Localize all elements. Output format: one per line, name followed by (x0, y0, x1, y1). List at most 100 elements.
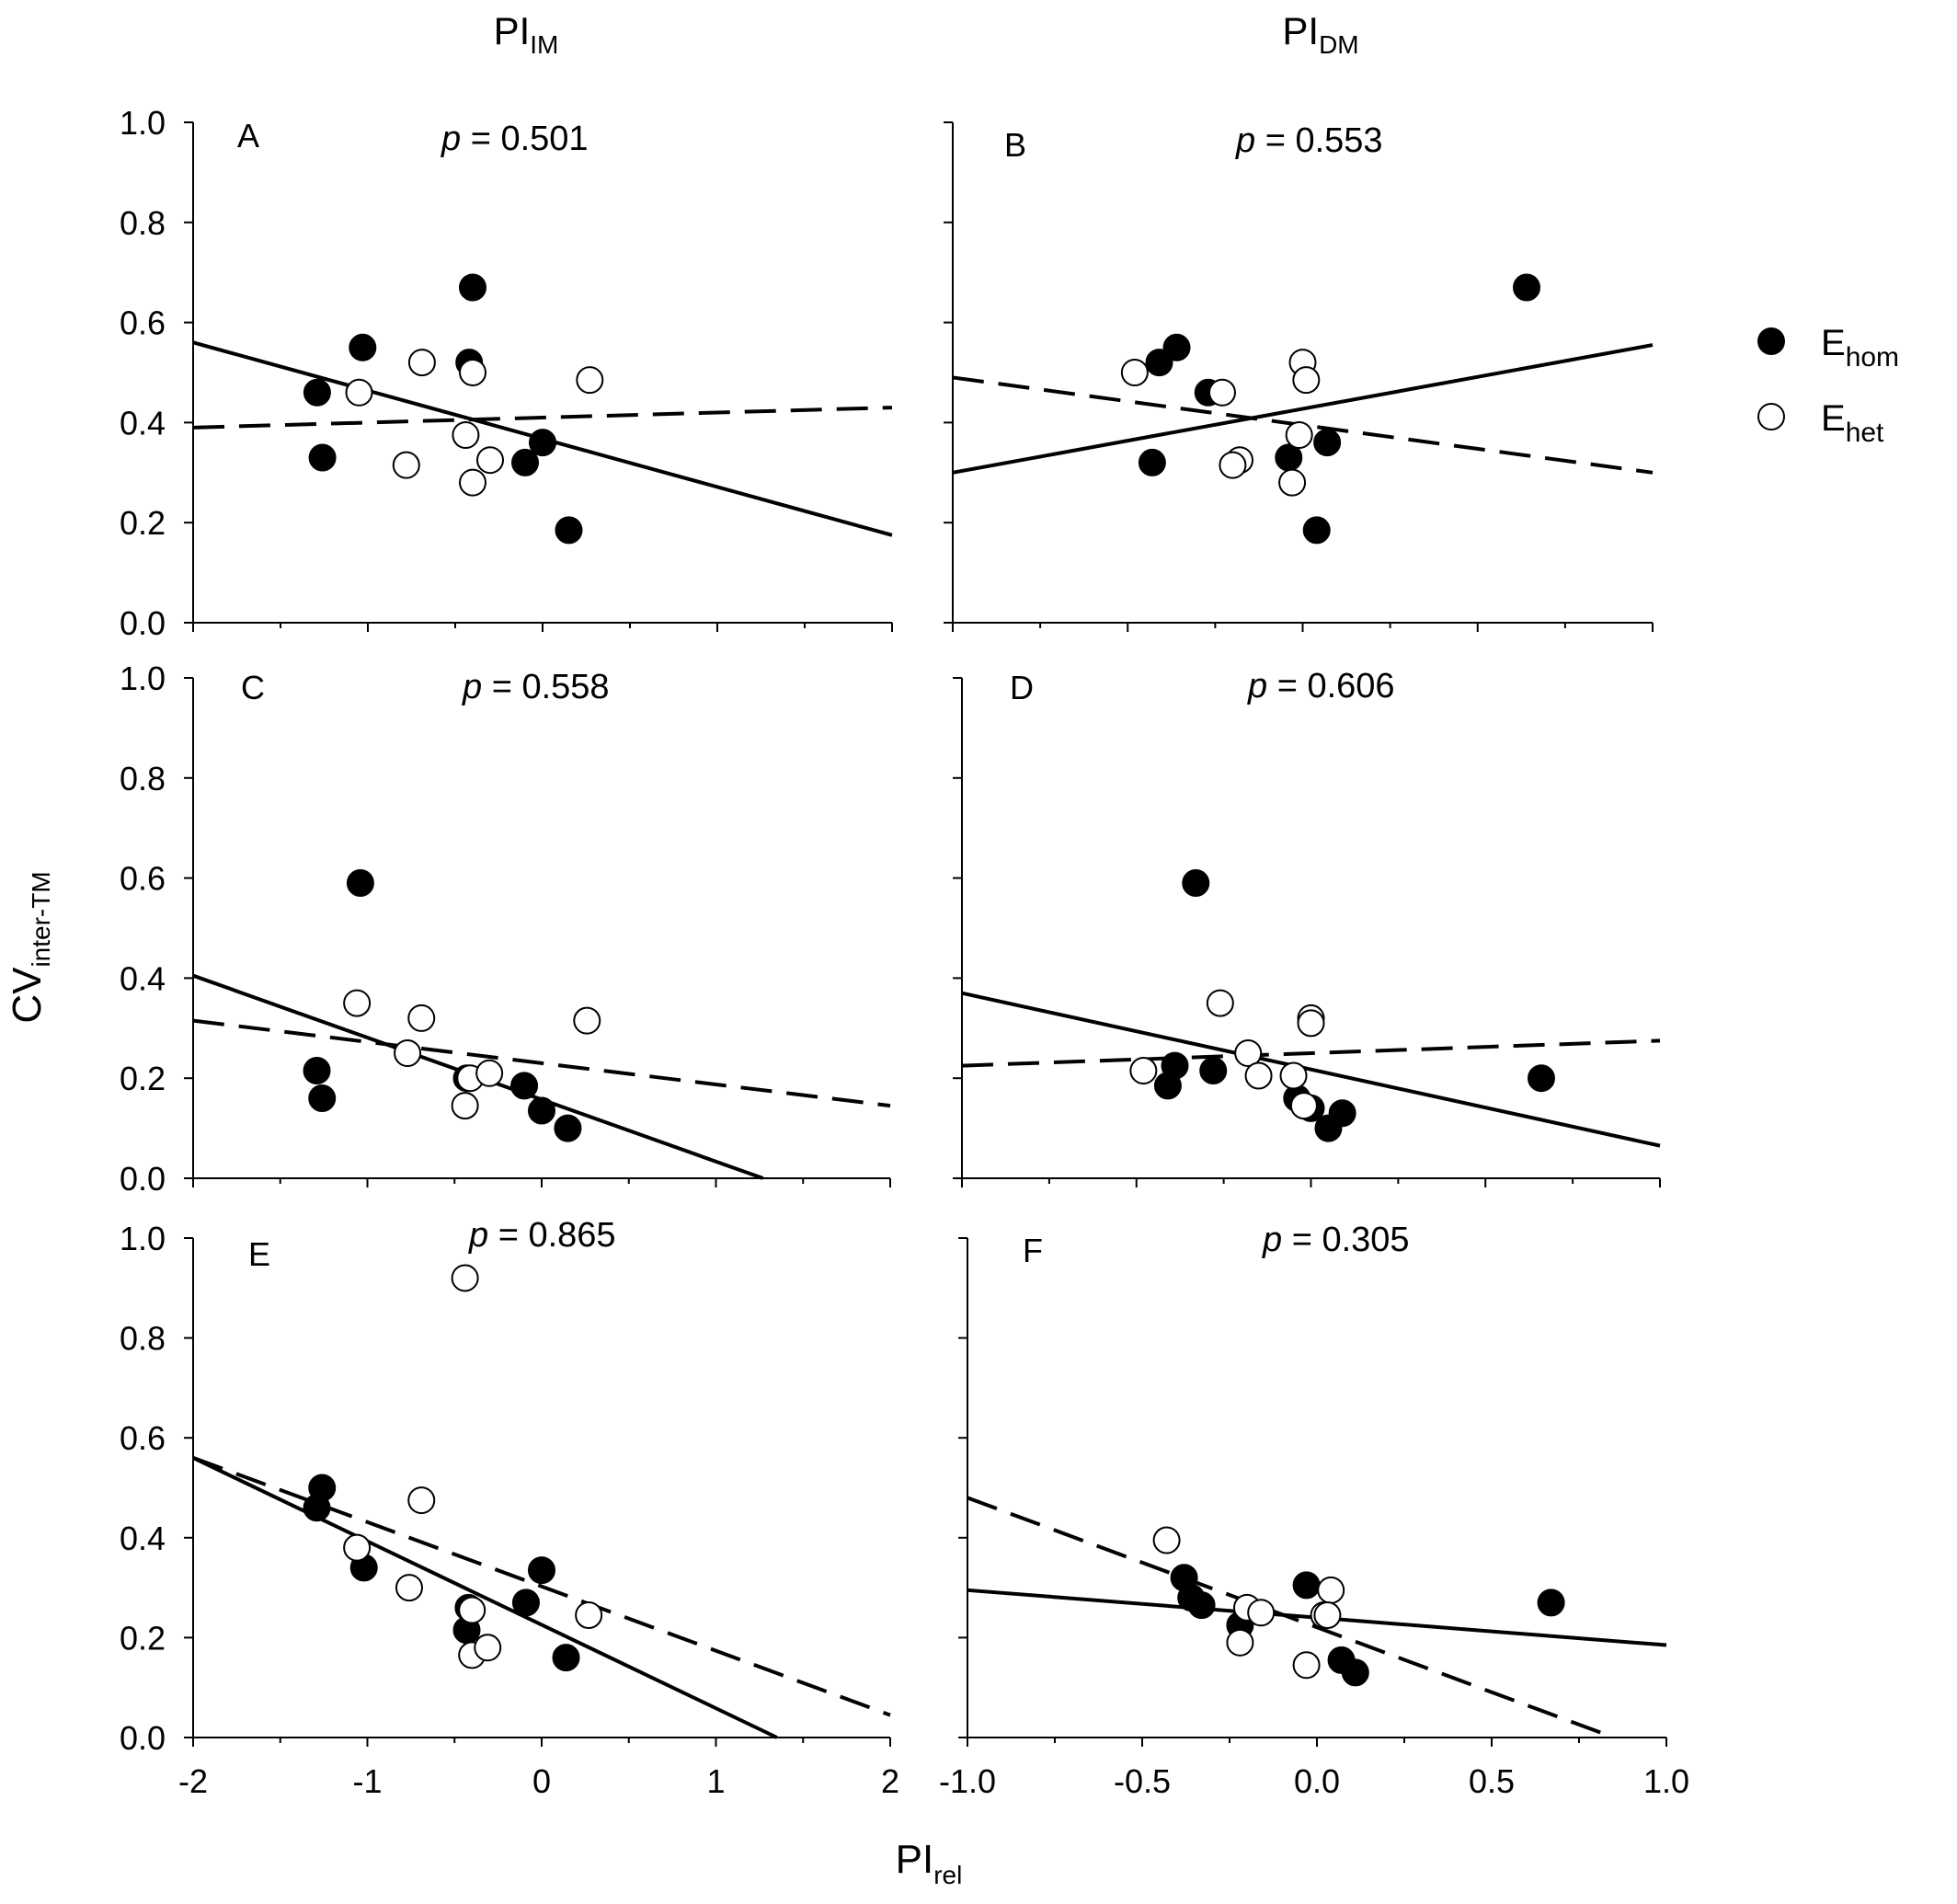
point-het (1152, 1526, 1181, 1554)
y-tick-label: 0.8 (120, 204, 166, 242)
point-het (407, 1486, 436, 1515)
point-het (476, 446, 504, 475)
p-value: p = 0.606 (1247, 667, 1395, 705)
point-het (459, 468, 486, 497)
point-het (343, 1533, 372, 1562)
point-het (1244, 1061, 1273, 1090)
point-hom (303, 378, 331, 407)
point-het (1278, 468, 1307, 497)
point-hom (510, 1072, 539, 1100)
point-hom (1138, 448, 1166, 476)
legend: Ehom Ehet (1757, 323, 1899, 448)
point-het (1234, 1039, 1263, 1067)
point-hom (308, 1474, 337, 1502)
fit-line-hom (952, 343, 1654, 475)
fit-line-het (192, 406, 893, 430)
panel-letter: A (237, 117, 259, 155)
point-hom (528, 1096, 555, 1125)
y-tick-label: 1.0 (120, 660, 166, 697)
point-hom (1302, 516, 1331, 545)
point-het (1313, 1600, 1342, 1629)
y-tick-label: 0.8 (120, 1320, 166, 1358)
point-het (576, 366, 604, 395)
point-hom (529, 429, 556, 457)
point-het (1289, 1092, 1318, 1120)
point-het (1219, 451, 1247, 479)
point-hom (1341, 1658, 1369, 1687)
y-tick-label: 0.0 (120, 1160, 166, 1198)
y-tick-label: 0.4 (120, 959, 166, 997)
p-value: p = 0.558 (462, 668, 610, 706)
x-tick-label: 1.0 (1643, 1762, 1689, 1800)
point-hom (555, 516, 583, 545)
point-het (345, 378, 373, 407)
panel-f: -1.0 -0.5 0.0 0.5 1.0 F p = 0.305 (939, 1221, 1689, 1800)
point-hom (1145, 349, 1173, 377)
y-tick-label: 0.4 (120, 1520, 166, 1557)
x-tick-label: 0.5 (1469, 1762, 1515, 1800)
point-hom (303, 1057, 331, 1085)
y-axis-label: CVinter-TM (5, 871, 55, 1023)
point-het (343, 989, 372, 1017)
p-value: p = 0.553 (1235, 121, 1383, 160)
y-tick-label: 0.2 (120, 504, 166, 542)
point-hom (511, 448, 539, 476)
point-hom (528, 1556, 555, 1585)
point-het (451, 1264, 479, 1292)
panel-e: 0.0 0.2 0.4 0.6 0.8 1.0 -2 -1 0 1 2 E p = 0.865 (120, 1216, 899, 1800)
p-value: p = 0.501 (441, 120, 589, 158)
x-tick-label: 0 (532, 1762, 551, 1800)
y-tick-label: 0.6 (120, 860, 166, 898)
point-hom (346, 869, 374, 898)
fit-line-het (961, 1038, 1661, 1068)
point-hom (1187, 1591, 1216, 1620)
point-het (459, 359, 486, 386)
point-het (474, 1634, 502, 1662)
fit-line-het (967, 1496, 1615, 1739)
point-het (395, 1574, 423, 1602)
point-hom (1199, 1057, 1228, 1085)
point-hom (1527, 1064, 1555, 1093)
point-het (475, 1059, 504, 1087)
point-het (1206, 989, 1234, 1017)
x-tick-label: 0.0 (1294, 1762, 1340, 1800)
x-tick-label: -1.0 (939, 1762, 996, 1800)
point-het (1226, 1628, 1254, 1657)
point-hom (1537, 1589, 1565, 1617)
point-hom (459, 273, 486, 302)
x-tick-label: -1 (352, 1762, 382, 1800)
y-tick-label: 1.0 (120, 1220, 166, 1257)
y-tick-label: 0.8 (120, 760, 166, 797)
y-tick-label: 0.0 (120, 1719, 166, 1757)
point-hom (1153, 1072, 1182, 1100)
legend-label-hom: Ehom (1821, 323, 1899, 373)
x-tick-label: -2 (178, 1762, 208, 1800)
y-tick-label: 0.2 (120, 1619, 166, 1657)
point-hom (1182, 869, 1210, 898)
point-het (394, 1039, 422, 1067)
point-het (451, 1092, 479, 1120)
point-het (392, 451, 420, 479)
fit-line-het (192, 1456, 891, 1717)
x-axis-label: PIrel (896, 1837, 963, 1889)
point-het (1247, 1599, 1276, 1627)
y-tick-label: 0.2 (120, 1060, 166, 1097)
y-tick-label: 0.6 (120, 1419, 166, 1457)
x-tick-label: -0.5 (1114, 1762, 1171, 1800)
point-hom (1513, 273, 1541, 302)
point-hom (1313, 429, 1342, 457)
point-het (1285, 421, 1313, 449)
y-tick-label: 0.0 (120, 604, 166, 642)
panel-letter: C (241, 669, 265, 706)
panel-letter: D (1010, 669, 1034, 706)
fit-line-hom (961, 991, 1661, 1148)
point-het (1317, 1576, 1345, 1604)
point-het (575, 1600, 603, 1629)
panel-letter: B (1004, 126, 1026, 164)
legend-marker-filled (1757, 327, 1785, 355)
y-tick-label: 1.0 (120, 104, 166, 142)
